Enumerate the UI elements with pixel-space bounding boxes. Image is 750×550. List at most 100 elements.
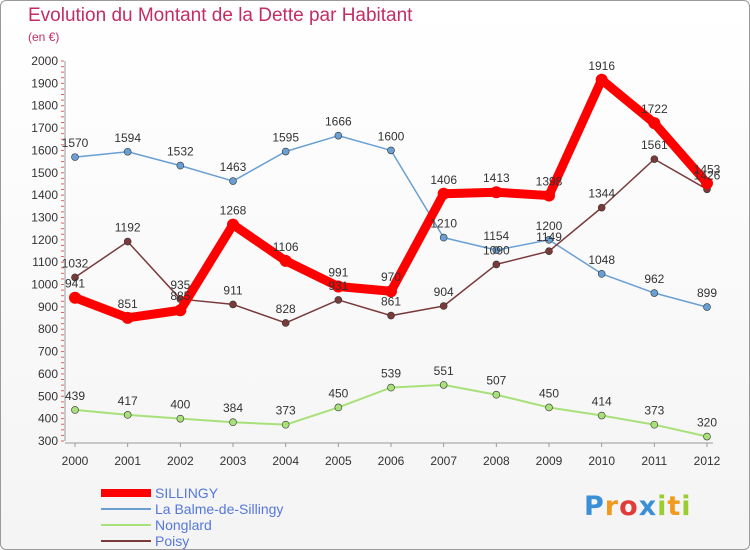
data-point xyxy=(69,291,81,304)
data-label: 1532 xyxy=(167,145,194,159)
logo-letter: r xyxy=(604,491,620,522)
data-point xyxy=(279,254,292,267)
x-tick-label: 2003 xyxy=(220,454,247,468)
data-point xyxy=(281,420,290,429)
data-label: 1413 xyxy=(483,171,510,185)
data-point xyxy=(334,403,343,412)
legend-label: La Balme-de-Sillingy xyxy=(155,501,284,517)
data-label: 450 xyxy=(539,386,559,400)
y-tick-label: 1500 xyxy=(31,166,58,180)
data-point xyxy=(123,147,132,156)
data-point xyxy=(332,280,345,293)
data-point xyxy=(703,432,711,441)
data-point xyxy=(543,189,555,202)
logo-letter: P xyxy=(584,491,605,522)
data-label: 400 xyxy=(170,398,190,412)
y-tick-label: 700 xyxy=(38,345,58,359)
data-label: 1595 xyxy=(272,131,299,145)
data-point xyxy=(545,247,553,256)
data-point xyxy=(545,236,553,244)
logo-letter: x xyxy=(638,491,658,522)
data-label: 1916 xyxy=(588,59,615,73)
data-label: 970 xyxy=(381,270,401,284)
data-point xyxy=(545,403,553,412)
y-tick-label: 1700 xyxy=(31,121,58,135)
data-point xyxy=(229,177,237,185)
data-label: 1426 xyxy=(694,168,721,182)
legend-swatch-sillingy xyxy=(101,489,151,497)
logo-letter: t xyxy=(667,491,682,522)
data-point xyxy=(387,383,395,392)
data-point xyxy=(492,246,501,254)
data-point xyxy=(439,233,448,242)
data-label: 1398 xyxy=(536,175,563,189)
y-tick-label: 800 xyxy=(38,322,58,336)
data-point xyxy=(176,414,185,423)
data-label: 1570 xyxy=(62,136,89,150)
legend-label: Poisy xyxy=(155,533,190,549)
legend-item: La Balme-de-Sillingy xyxy=(101,501,283,517)
data-label: 1268 xyxy=(220,204,247,218)
y-tick-label: 1400 xyxy=(31,188,58,202)
legend-item: Nonglard xyxy=(101,517,283,533)
data-label: 851 xyxy=(118,297,138,311)
data-label: 450 xyxy=(328,386,348,400)
data-label: 1666 xyxy=(325,115,352,129)
data-label: 941 xyxy=(65,277,85,291)
data-label: 1032 xyxy=(62,256,89,270)
data-point xyxy=(650,155,659,163)
data-label: 885 xyxy=(170,289,190,303)
data-label: 439 xyxy=(65,389,85,403)
data-label: 1149 xyxy=(536,230,562,244)
y-tick-label: 600 xyxy=(38,367,58,381)
series-layer xyxy=(69,73,713,441)
data-label: 962 xyxy=(644,272,664,286)
legend-swatch-poisy xyxy=(101,540,151,542)
legend-swatch-nonglard xyxy=(101,524,151,526)
data-point xyxy=(595,73,608,86)
data-point xyxy=(123,411,132,419)
data-label: 1200 xyxy=(536,219,563,233)
data-point xyxy=(437,187,450,200)
chart-unit: (en €) xyxy=(28,30,60,44)
x-tick-label: 2011 xyxy=(641,454,667,468)
data-point xyxy=(492,260,501,269)
data-point xyxy=(597,411,606,420)
data-label: 417 xyxy=(118,394,138,408)
data-label: 373 xyxy=(644,404,664,418)
data-point xyxy=(281,319,290,327)
legend: SILLINGY La Balme-de-Sillingy Nonglard P… xyxy=(101,485,283,549)
data-label: 1722 xyxy=(641,102,668,116)
data-point xyxy=(387,146,395,155)
data-point xyxy=(439,381,448,389)
data-label: 861 xyxy=(381,295,401,309)
data-label: 1192 xyxy=(115,221,141,235)
logo-letter: i xyxy=(657,491,668,522)
data-point xyxy=(334,296,343,304)
data-point xyxy=(229,300,237,309)
data-point xyxy=(701,177,713,190)
data-label: 828 xyxy=(276,302,296,316)
data-point xyxy=(334,131,343,140)
data-label: 384 xyxy=(223,401,243,415)
data-label: 911 xyxy=(223,283,242,297)
data-label: 1453 xyxy=(694,162,721,176)
y-tick-label: 1100 xyxy=(32,255,58,269)
legend-swatch-la-balme xyxy=(101,508,151,510)
data-label: 1154 xyxy=(483,229,509,243)
logo-letter: o xyxy=(619,491,639,522)
data-label: 931 xyxy=(328,279,348,293)
data-label: 1406 xyxy=(430,173,457,187)
x-tick-label: 2007 xyxy=(430,454,457,468)
x-tick-label: 2001 xyxy=(114,454,141,468)
data-label: 991 xyxy=(328,266,348,280)
data-label: 1600 xyxy=(378,129,405,143)
axes: 300 400 500 600 700 800 900 1000 1100 1200 1300 140… xyxy=(31,54,720,468)
y-tick-label: 2000 xyxy=(31,54,58,68)
data-point xyxy=(227,218,239,231)
data-point xyxy=(385,285,397,298)
data-point xyxy=(648,117,661,130)
data-point xyxy=(174,304,187,317)
